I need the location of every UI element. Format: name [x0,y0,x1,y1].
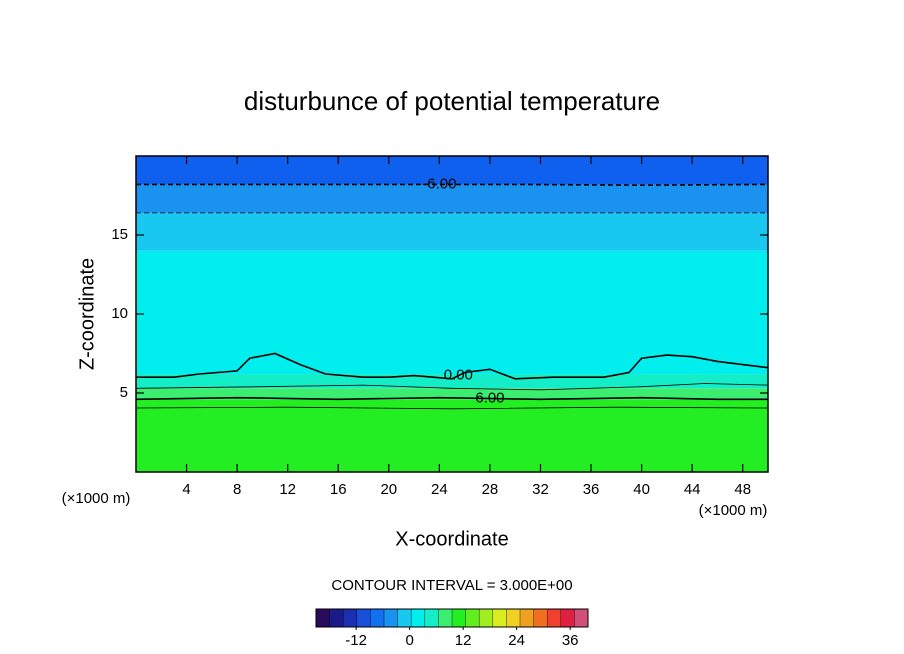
x-tick-label: 36 [583,481,600,498]
colorbar-segment [547,609,562,627]
colorbar-segment [329,609,344,627]
colorbar-segment [560,609,575,627]
colorbar-tick-label: 0 [405,632,413,649]
colorbar-segment [343,609,358,627]
contour-label: 0.00 [444,367,473,384]
y-tick-label: 15 [111,226,128,243]
x-tick-label: 48 [734,481,751,498]
x-tick-label: 16 [330,481,347,498]
x-tick-label: 4 [182,481,190,498]
colorbar-segment [370,609,385,627]
colorbar-tick-label: 12 [455,632,472,649]
contour-line [135,406,769,410]
colorbar-segment [574,609,589,627]
x-tick-label: 24 [431,481,448,498]
colorbar-segment [520,609,534,627]
colorbar-segment [384,609,398,627]
colorbar-segment [411,609,426,627]
contour-line [135,396,768,401]
colorbar-segment [316,609,330,627]
fill-layer [136,374,768,389]
fill-layer [136,212,768,251]
contour-label: -6.00 [422,175,456,192]
contour-line [135,383,769,391]
x-tick-label: 28 [482,481,499,498]
colorbar-segment [479,609,494,627]
x-tick-label: 12 [279,481,296,498]
colorbar-segment [452,609,466,627]
fill-layer [136,250,768,375]
x-tick-label: 44 [684,481,701,498]
colorbar-segment [424,609,439,627]
contour-label: 6.00 [475,389,504,406]
x-tick-label: 40 [633,481,650,498]
x-tick-label: 20 [380,481,397,498]
colorbar-segment [356,609,371,627]
y-axis-label: Z-coordinate [76,258,98,370]
colorbar-frame [315,608,589,628]
colorbar-segment [438,609,453,627]
colorbar-segment [397,609,412,627]
colorbar-tick-label: -12 [345,632,367,649]
y-tick-label: 10 [111,305,128,322]
fill-layer [136,388,768,400]
contour-line [136,183,769,187]
colorbar-tick-label: 36 [562,632,579,649]
fill-layer [136,156,768,185]
fill-layer [136,399,768,472]
chart-title: disturbunce of potential temperature [244,86,660,116]
colorbar-tick-label: 24 [508,632,525,649]
y-tick-label: 5 [120,384,128,401]
x-unit-left: (×1000 m) [62,490,131,507]
x-unit-right: (×1000 m) [699,502,768,519]
fill-layer [136,184,768,213]
x-axis-label: X-coordinate [395,528,508,550]
contour-line [136,352,769,380]
colorbar-segment [533,609,548,627]
x-tick-label: 8 [233,481,241,498]
colorbar-segment [465,609,480,627]
colorbar-segment [506,609,521,627]
contour-interval: CONTOUR INTERVAL = 3.000E+00 [331,577,572,594]
colorbar-segment [492,609,507,627]
x-tick-label: 32 [532,481,549,498]
